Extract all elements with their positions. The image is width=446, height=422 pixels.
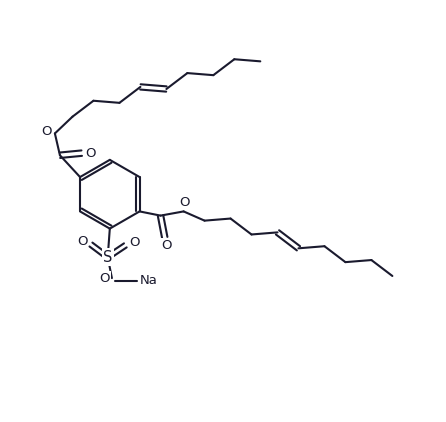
Text: O: O [129,235,139,249]
Text: S: S [103,250,112,265]
Text: O: O [41,125,52,138]
Text: O: O [77,235,87,248]
Text: O: O [85,147,95,160]
Text: O: O [161,239,172,252]
Text: O: O [179,196,189,209]
Text: O: O [99,273,110,285]
Text: Na: Na [140,274,158,287]
